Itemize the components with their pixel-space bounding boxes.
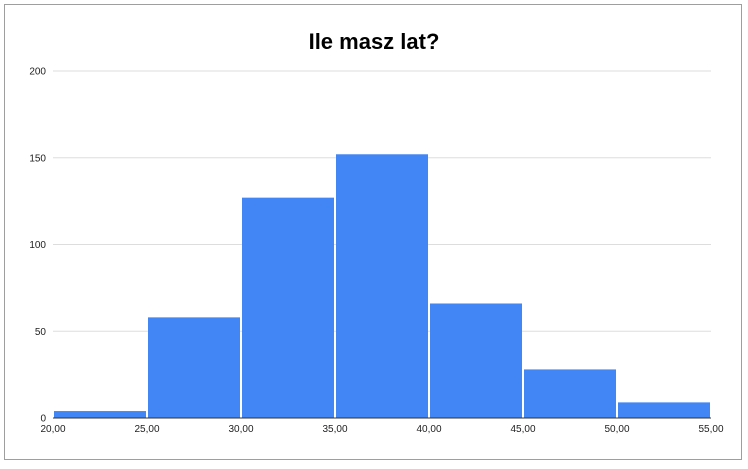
- histogram-bar: [242, 197, 334, 418]
- histogram-bar: [336, 154, 428, 418]
- histogram-bar: [524, 369, 616, 418]
- y-tick-label: 50: [35, 327, 47, 338]
- histogram-bar: [618, 402, 710, 418]
- x-tick-label: 25,00: [134, 424, 159, 435]
- chart-title: Ile masz lat?: [308, 29, 440, 54]
- x-tick-label: 45,00: [510, 424, 535, 435]
- histogram-bar: [54, 411, 146, 418]
- y-tick-label: 0: [40, 414, 46, 425]
- y-tick-label: 150: [29, 153, 46, 164]
- y-tick-label: 200: [29, 67, 46, 78]
- x-tick-label: 30,00: [228, 424, 253, 435]
- x-tick-label: 40,00: [416, 424, 441, 435]
- y-tick-label: 100: [29, 240, 46, 251]
- histogram-bar: [148, 317, 240, 418]
- x-tick-label: 55,00: [698, 424, 723, 435]
- x-tick-label: 20,00: [40, 424, 65, 435]
- histogram-bar: [430, 303, 522, 418]
- x-tick-label: 50,00: [604, 424, 629, 435]
- x-tick-label: 35,00: [322, 424, 347, 435]
